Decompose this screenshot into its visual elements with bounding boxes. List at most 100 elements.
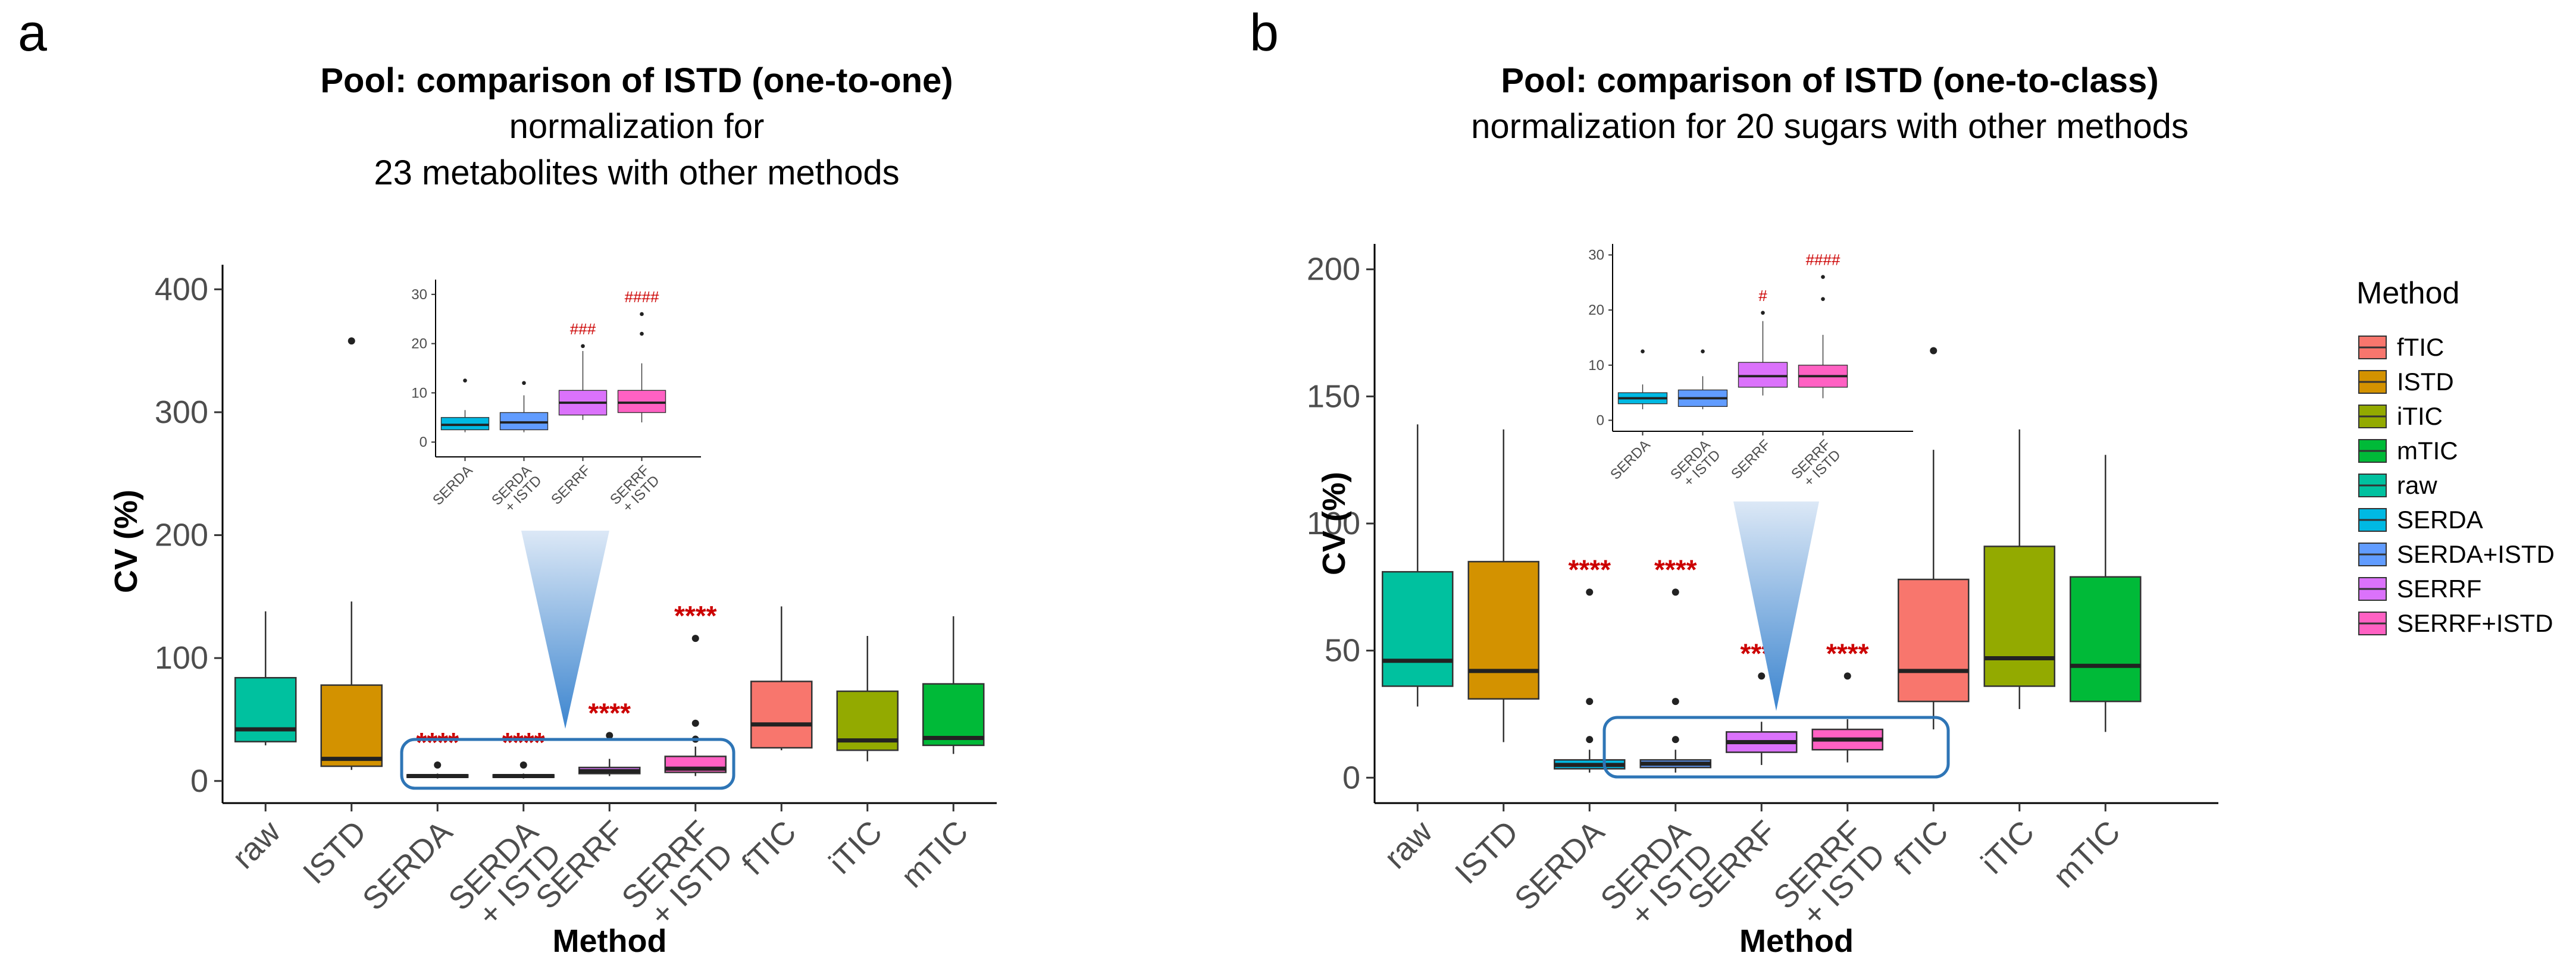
box-ftic	[1898, 578, 1970, 703]
inset-y-tick-label-10: 10	[411, 385, 427, 401]
inset-x-tick-label-serda: SERDA	[1607, 437, 1654, 483]
inset-significance-serrf-istd: ####	[1806, 251, 1841, 269]
legend-label-serda: SERDA	[2397, 506, 2483, 534]
inset-x-tick-label-serrf: SERRF	[1728, 437, 1774, 482]
box-serda-istd	[499, 412, 549, 431]
highlight-frame	[400, 738, 735, 790]
x-tick-label-serrf-istd: SERRF+ ISTD	[1767, 814, 1892, 939]
x-tick-label-ftic: fTIC	[1887, 814, 1955, 882]
x-axis-title: Method	[1739, 923, 1854, 959]
outlier-serrf-istd-0	[1821, 297, 1825, 301]
inset-x-tick-label-serrf: SERRF	[548, 462, 594, 508]
significance-stars-serda-istd: ****	[1654, 554, 1697, 585]
x-tick-label-line: mTIC	[2046, 814, 2127, 895]
outlier-serda-2	[1586, 588, 1594, 596]
panel-a-title-line-2: normalization for	[509, 107, 765, 146]
outlier-serrf-istd-1	[640, 312, 644, 316]
panel-a-title-line-1: Pool: comparison of ISTD (one-to-one)	[320, 61, 953, 100]
box-serrf	[1738, 362, 1788, 388]
x-tick-label-line: iTIC	[1974, 814, 2041, 880]
inset-y-tick-label-30: 30	[1588, 247, 1604, 264]
box-raw	[1382, 570, 1454, 687]
legend-label-mtic: mTIC	[2397, 437, 2458, 465]
inset-y-tick-label-20: 20	[1588, 302, 1604, 318]
outlier-serda-0	[1586, 736, 1594, 744]
y-tick-label-300: 300	[155, 394, 208, 430]
outlier-serrf-istd-1	[1821, 275, 1825, 279]
panel-b-title-line-1: Pool: comparison of ISTD (one-to-class)	[1501, 61, 2158, 100]
inset-x-tick-label-serda-istd: SERDA+ ISTD	[1667, 437, 1724, 493]
inset-x-tick-label-serda: SERDA	[430, 462, 476, 509]
panel-b-label: b	[1250, 3, 1279, 62]
box-serda	[440, 417, 490, 431]
panel-a-title-line-3: 23 metabolites with other methods	[374, 153, 899, 192]
inset-x-tick-label-serda-istd: SERDA+ ISTD	[489, 462, 545, 519]
significance-stars-serrf-istd: ****	[674, 600, 717, 631]
outlier-serda-0	[463, 378, 467, 383]
y-tick-label-100: 100	[1307, 506, 1360, 541]
legend: Method fTIC ISTD iTIC mTIC raw SERDA SERDA+ISTD…	[2356, 276, 2555, 637]
legend-label-ftic: fTIC	[2397, 333, 2444, 361]
inset-x-tick-label-line: SERDA	[1607, 437, 1654, 483]
outlier-serrf-istd-2	[691, 635, 699, 642]
inset-significance-serrf-istd: ####	[625, 288, 659, 306]
x-tick-label-raw: raw	[226, 813, 288, 876]
y-tick-label-200: 200	[1307, 252, 1360, 287]
y-tick-label-200: 200	[155, 518, 208, 553]
x-tick-label-serda: SERDA	[1508, 814, 1611, 917]
zoom-funnel	[1733, 501, 1819, 711]
x-tick-label-ftic: fTIC	[735, 814, 803, 882]
inset-y-tick-label-0: 0	[1597, 412, 1604, 428]
significance-stars-serda: ****	[1568, 554, 1611, 585]
inset-y-tick-label-20: 20	[411, 336, 427, 352]
outlier-istd-0	[348, 337, 355, 345]
outlier-serda-istd-1	[1672, 698, 1679, 706]
x-tick-label-line: SERDA	[1508, 814, 1611, 917]
box-mtic	[2070, 576, 2142, 703]
x-tick-label-istd: ISTD	[1448, 814, 1525, 891]
y-tick-label-0: 0	[190, 763, 208, 799]
y-tick-label-100: 100	[155, 640, 208, 676]
y-tick-label-150: 150	[1307, 378, 1360, 414]
inset-x-tick-label-serrf-istd: SERRF+ ISTD	[607, 462, 663, 518]
inset-significance-serrf: #	[1758, 287, 1767, 305]
box-istd	[1467, 560, 1539, 700]
inset-significance-serrf: ###	[570, 320, 596, 338]
y-tick-label-400: 400	[155, 271, 208, 307]
outlier-serda-istd-0	[519, 761, 527, 769]
significance-stars-serrf-istd: ****	[1826, 638, 1869, 669]
inset-x-tick-label-serrf-istd: SERRF+ ISTD	[1788, 437, 1844, 493]
x-tick-label-itic: iTIC	[1974, 814, 2041, 880]
box-serrf-istd	[617, 390, 666, 413]
x-tick-label-line: ISTD	[296, 814, 373, 891]
outlier-serda-istd-0	[522, 381, 526, 385]
inset-y-tick-label-30: 30	[411, 287, 427, 303]
legend-label-serrf-istd: SERRF+ISTD	[2397, 609, 2553, 637]
legend-label-raw: raw	[2397, 471, 2437, 499]
x-tick-label-line: fTIC	[735, 814, 803, 882]
x-tick-label-line: SERDA	[356, 814, 459, 917]
inset-y-tick-label-0: 0	[420, 434, 427, 450]
legend-title: Method	[2356, 276, 2459, 311]
outlier-ftic-0	[1930, 347, 1938, 355]
outlier-serda-1	[1586, 698, 1594, 706]
x-tick-label-serda: SERDA	[356, 814, 459, 917]
box-itic	[1983, 546, 2055, 687]
outlier-serrf-istd-1	[691, 719, 699, 727]
legend-label-serrf: SERRF	[2397, 575, 2481, 603]
x-tick-label-line: fTIC	[1887, 814, 1955, 882]
y-tick-label-0: 0	[1342, 760, 1360, 795]
significance-stars-serda: ****	[416, 727, 459, 758]
outlier-serda-istd-0	[1672, 736, 1679, 744]
significance-stars-serda-istd: ****	[502, 727, 545, 758]
highlight-frame	[1602, 716, 1950, 779]
inset-x-tick-label-line: SERRF	[1728, 437, 1774, 482]
x-tick-label-raw: raw	[1378, 813, 1440, 876]
y-axis-title: CV (%)	[108, 490, 144, 593]
legend-label-serda-istd: SERDA+ISTD	[2397, 540, 2555, 568]
box-istd	[320, 684, 383, 767]
outlier-serrf-0	[1758, 672, 1766, 680]
x-axis-title: Method	[553, 923, 667, 959]
outlier-serrf-0	[581, 344, 585, 349]
box-ftic	[750, 681, 813, 749]
